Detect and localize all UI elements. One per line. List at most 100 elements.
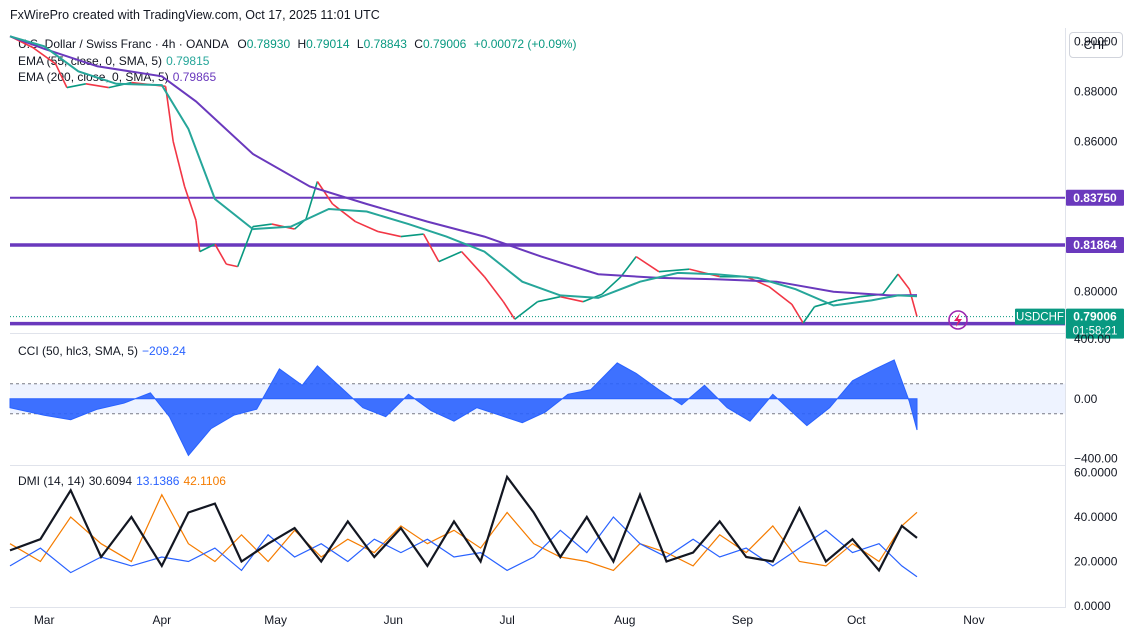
last-price-tag [1066,308,1124,339]
price-segment [305,181,319,220]
dmi-minus-value: 42.1106 [183,474,226,488]
high-value: 0.79014 [306,37,350,51]
dmi-tick-label: 20.0000 [1074,554,1118,568]
cci-label: CCI (50, hlc3, SMA, 5) [18,344,139,358]
level-price-tag-label: 0.81864 [1073,238,1117,252]
level-price-tag-label: 0.83750 [1073,191,1117,205]
price-segment [908,288,918,317]
price-segment [837,295,861,302]
price-segment [154,84,166,88]
price-segment [355,220,379,233]
open-value: 0.78930 [246,37,291,51]
dmi-legend[interactable]: DMI (14, 14) 30.6094 13.1386 42.1106 [18,474,226,488]
price-segment [236,226,254,267]
price-segment [689,268,720,278]
price-segment [859,293,883,298]
low-value: 0.78843 [363,37,407,51]
price-segment [195,220,201,252]
time-tick-label: Nov [963,613,984,627]
price-segment [461,251,485,278]
price-segment [199,243,216,253]
price-segment [183,186,197,221]
price-segment [271,223,295,230]
ema200-label: EMA (200, close, 0, SMA, 5) [18,70,169,84]
time-tick-label: Jul [499,613,514,627]
price-segment [537,295,561,303]
time-tick-label: Aug [614,613,635,627]
dmi-label: DMI (14, 14) [18,474,85,488]
close-value: 0.79006 [422,37,467,51]
price-segment [791,303,804,324]
price-segment [294,218,307,230]
price-segment [514,301,538,320]
price-segment [85,83,109,89]
dmi-minus-line [9,493,918,572]
dmi-tick-label: 0.0000 [1074,599,1111,613]
price-segment [252,223,272,228]
price-tick-label: 0.88000 [1074,84,1118,98]
price-segment [483,276,504,303]
time-tick-label: Oct [847,613,866,627]
cci-tick-label: 400.00 [1074,332,1111,346]
price-segment [502,301,516,320]
dmi-adx-value: 30.6094 [88,474,133,488]
price-segment [802,306,816,324]
price-segment [400,233,424,238]
ema200-legend[interactable]: EMA (200, close, 0, SMA, 5) 0.79865 [18,70,216,84]
price-tick-label: 0.80000 [1074,285,1118,299]
dmi-tick-label: 60.0000 [1074,465,1118,479]
price-segment [332,203,356,223]
level-price-tag [1066,315,1124,332]
price-segment [745,275,770,288]
time-tick-label: Jun [384,613,403,627]
price-segment [882,273,899,295]
open-label: O [237,37,247,51]
ema55-legend[interactable]: EMA (55, close, 0, SMA, 5) 0.79815 [18,54,209,68]
price-segment [164,86,174,142]
level-price-tag-label: 0.78724 [1073,317,1117,331]
price-segment [214,243,228,265]
price-segment [172,141,186,187]
symbol-tag [1015,308,1065,325]
cci-band-fill [10,383,1065,414]
level-price-tag [1066,189,1124,206]
dmi-plus-value: 13.1386 [136,474,180,488]
dmi-adx-line [9,474,918,573]
dmi-plus-line [9,516,918,578]
alert-flash-icon[interactable] [948,310,968,330]
price-segment [316,181,334,205]
change-value: +0.00072 (+0.09%) [473,37,577,51]
price-segment [66,83,87,89]
cci-value: −209.24 [142,344,186,358]
price-segment [601,276,622,295]
symbol-label: U.S. Dollar / Swiss Franc · 4h · OANDA [18,37,229,51]
countdown-label: 01:58:21 [1073,326,1118,338]
price-segment [582,293,603,303]
cci-legend[interactable]: CCI (50, hlc3, SMA, 5) −209.24 [18,344,186,358]
close-label: C [414,37,423,51]
price-segment [658,268,690,273]
symbol-tag-label: USDCHF [1016,312,1064,324]
time-tick-label: Apr [152,613,171,627]
price-segment [635,255,660,273]
currency-button[interactable]: CHF [1069,32,1123,58]
cci-tick-label: −400.00 [1074,452,1118,466]
price-segment [422,233,440,263]
high-label: H [297,37,307,51]
low-label: L [356,37,364,51]
dmi-tick-label: 40.0000 [1074,510,1118,524]
price-segment [768,286,793,305]
price-segment [438,250,462,263]
price-segment [897,273,911,290]
level-price-tag [1066,237,1124,254]
price-segment [377,230,402,238]
cci-tick-label: 0.00 [1074,392,1098,406]
cci-area [9,359,918,457]
ema55-label: EMA (55, close, 0, SMA, 5) [18,54,163,68]
credit-line: FxWirePro created with TradingView.com, … [10,8,380,22]
last-price-tag-label: 0.79006 [1073,310,1117,324]
ema200-value: 0.79865 [172,70,217,84]
price-segment [560,295,584,303]
